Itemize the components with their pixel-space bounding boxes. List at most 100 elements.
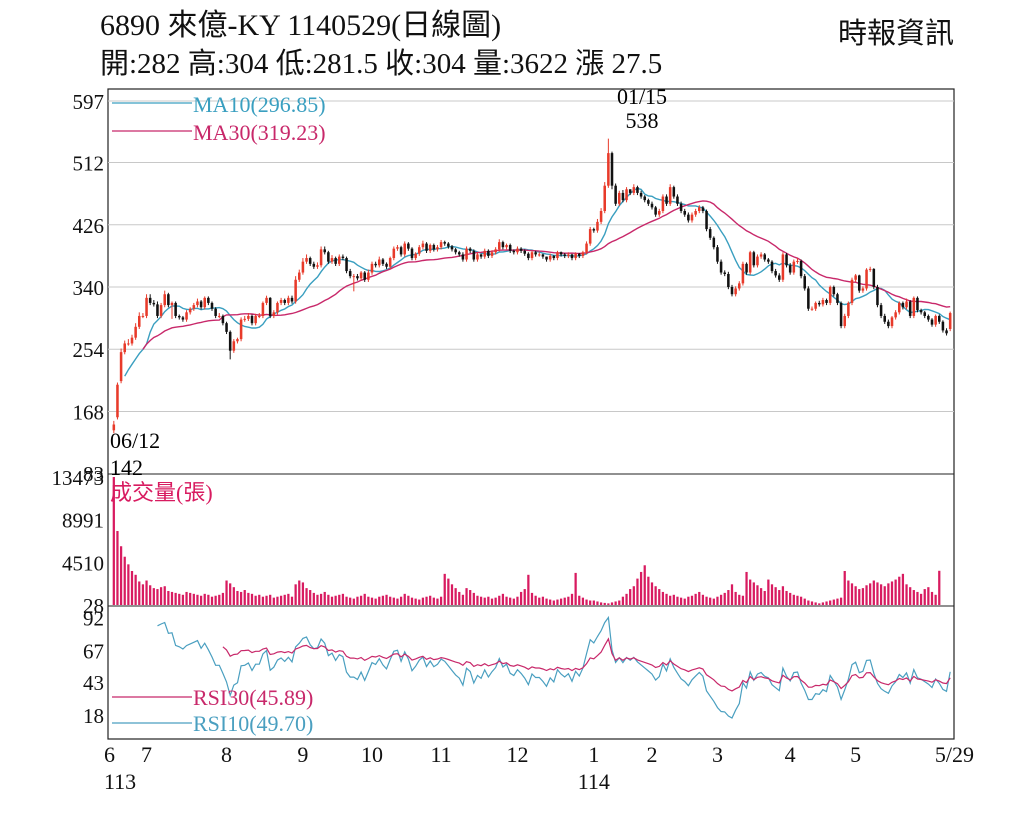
candle	[825, 298, 828, 306]
candle	[879, 302, 883, 319]
volume-bar	[869, 583, 872, 605]
volume-bar	[883, 586, 886, 605]
volume-bar	[443, 573, 446, 605]
candle-body	[301, 261, 305, 273]
candle	[254, 313, 257, 326]
candle	[152, 300, 156, 307]
volume-bar	[301, 582, 305, 605]
candle-body	[901, 302, 905, 308]
candle	[810, 306, 814, 311]
candle-body	[868, 268, 872, 270]
candle	[665, 194, 668, 206]
candle	[472, 249, 476, 262]
volume-bar	[345, 596, 348, 605]
volume-bar	[207, 594, 210, 605]
candle	[683, 208, 686, 217]
candle-body	[774, 271, 777, 276]
ma10-legend-label: MA10(296.85)	[193, 92, 326, 117]
candle	[563, 252, 566, 259]
candle	[407, 242, 410, 251]
candle	[541, 253, 545, 259]
candle	[716, 245, 719, 264]
candle	[319, 246, 323, 268]
candle-body	[934, 315, 937, 325]
price-tick-label: 168	[73, 400, 105, 424]
candle-body	[156, 304, 159, 316]
candle-body	[265, 297, 268, 303]
month-label: 11	[430, 742, 451, 767]
candle-body	[378, 259, 381, 266]
volume-bar	[585, 599, 588, 605]
candle-body	[472, 250, 476, 260]
candle-body	[258, 315, 261, 317]
candle-body	[236, 339, 239, 342]
rsi-tick-label: 43	[83, 671, 104, 695]
candle-body	[112, 424, 116, 431]
candle	[854, 273, 857, 282]
candle	[628, 189, 632, 196]
candle-body	[130, 337, 134, 344]
candle	[527, 252, 530, 261]
candle-body	[821, 300, 825, 305]
candle-body	[436, 247, 439, 250]
candle	[432, 243, 436, 252]
candle-body	[527, 253, 530, 259]
candle	[341, 254, 345, 261]
volume-bar	[199, 595, 203, 605]
volume-bar	[352, 598, 355, 605]
candle-body	[567, 254, 570, 256]
volume-bar	[156, 589, 159, 605]
candle	[556, 250, 559, 261]
candle	[730, 284, 734, 297]
high-annotation-date: 01/15	[617, 84, 667, 109]
volume-bar	[738, 594, 741, 605]
volume-bar	[407, 595, 410, 605]
candle-body	[679, 203, 683, 212]
candle-body	[810, 308, 814, 310]
volume-bar	[265, 595, 268, 605]
candle	[905, 298, 908, 310]
volume-bar	[458, 591, 461, 605]
price-stats: 開:282 高:304 低:281.5 收:304 量:3622 漲 27.5	[100, 48, 663, 80]
candle-body	[614, 185, 617, 204]
legends: MA10(296.85) MA30(319.23) 成交量(張) RSI30(4…	[110, 92, 326, 736]
candle	[127, 339, 130, 346]
candle	[625, 187, 628, 203]
volume-bar	[894, 579, 897, 605]
volume-bar	[763, 590, 766, 605]
candle	[148, 294, 152, 306]
moving-average-lines	[124, 187, 951, 377]
volume-bar	[134, 574, 137, 605]
candle	[239, 317, 243, 342]
candle-body	[447, 243, 450, 247]
candle-body	[254, 315, 257, 324]
rsi-tick-label: 92	[83, 607, 104, 631]
candle	[443, 240, 446, 246]
volume-bar	[469, 590, 472, 605]
month-label: 2	[647, 742, 658, 767]
volume-bar	[578, 595, 581, 605]
candle-body	[210, 302, 214, 309]
candle-body	[334, 258, 337, 264]
volume-bar	[279, 595, 283, 605]
candle-body	[181, 317, 185, 320]
candle	[141, 313, 145, 319]
candle	[948, 311, 952, 332]
candle	[832, 285, 836, 297]
candle-body	[948, 313, 952, 329]
volume-bar	[490, 598, 494, 605]
candle	[287, 295, 290, 306]
candle-body	[596, 221, 599, 231]
volume-bar	[363, 593, 366, 605]
volume-bar	[141, 584, 145, 605]
candle-body	[159, 305, 163, 316]
candle	[734, 286, 737, 297]
candle-body	[374, 263, 377, 266]
volume-bar	[687, 596, 690, 605]
candle-body	[283, 300, 286, 303]
month-label: 7	[141, 742, 152, 767]
volume-bar	[149, 585, 152, 605]
candle-body	[272, 312, 276, 316]
candle-body	[898, 302, 901, 313]
volume-bar	[850, 583, 854, 605]
